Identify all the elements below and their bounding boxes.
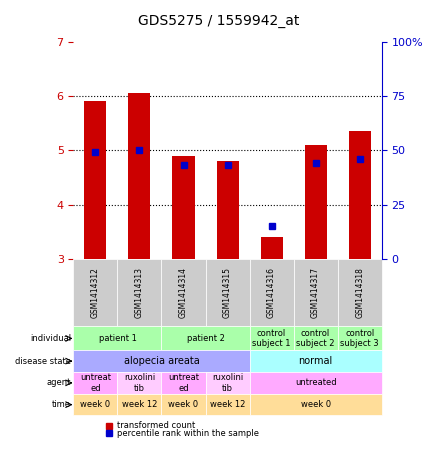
FancyBboxPatch shape — [162, 259, 205, 327]
Bar — [216, 161, 239, 259]
Text: GSM1414315: GSM1414315 — [223, 267, 232, 318]
Text: percentile rank within the sample: percentile rank within the sample — [117, 429, 259, 438]
FancyBboxPatch shape — [250, 372, 381, 394]
Text: control
subject 2: control subject 2 — [297, 329, 335, 348]
FancyBboxPatch shape — [74, 327, 162, 351]
FancyBboxPatch shape — [162, 327, 250, 351]
Text: week 12: week 12 — [122, 400, 157, 409]
Bar — [349, 131, 371, 259]
Text: GSM1414314: GSM1414314 — [179, 267, 188, 318]
FancyBboxPatch shape — [250, 259, 293, 327]
FancyBboxPatch shape — [205, 394, 250, 415]
Bar — [261, 237, 283, 259]
FancyBboxPatch shape — [117, 372, 162, 394]
Text: agent: agent — [47, 378, 71, 387]
Text: untreat
ed: untreat ed — [168, 373, 199, 393]
Bar — [128, 93, 151, 259]
FancyBboxPatch shape — [74, 394, 117, 415]
FancyBboxPatch shape — [293, 259, 338, 327]
Bar — [85, 101, 106, 259]
Text: ruxolini
tib: ruxolini tib — [212, 373, 243, 393]
Text: control
subject 1: control subject 1 — [252, 329, 291, 348]
FancyBboxPatch shape — [162, 372, 205, 394]
FancyBboxPatch shape — [250, 394, 381, 415]
Text: GDS5275 / 1559942_at: GDS5275 / 1559942_at — [138, 14, 300, 28]
FancyBboxPatch shape — [117, 394, 162, 415]
FancyBboxPatch shape — [338, 259, 381, 327]
Text: GSM1414313: GSM1414313 — [135, 267, 144, 318]
Text: week 0: week 0 — [169, 400, 198, 409]
FancyBboxPatch shape — [293, 327, 338, 351]
FancyBboxPatch shape — [250, 351, 381, 372]
Text: transformed count: transformed count — [117, 421, 196, 430]
Text: week 0: week 0 — [300, 400, 331, 409]
FancyBboxPatch shape — [117, 259, 162, 327]
FancyBboxPatch shape — [338, 327, 381, 351]
Text: GSM1414318: GSM1414318 — [355, 267, 364, 318]
Text: alopecia areata: alopecia areata — [124, 356, 199, 366]
FancyBboxPatch shape — [74, 259, 117, 327]
Text: week 12: week 12 — [210, 400, 245, 409]
Text: ruxolini
tib: ruxolini tib — [124, 373, 155, 393]
FancyBboxPatch shape — [162, 394, 205, 415]
Text: untreated: untreated — [295, 378, 336, 387]
Text: patient 2: patient 2 — [187, 334, 224, 343]
Text: GSM1414317: GSM1414317 — [311, 267, 320, 318]
FancyBboxPatch shape — [250, 327, 293, 351]
FancyBboxPatch shape — [74, 372, 117, 394]
Text: GSM1414312: GSM1414312 — [91, 267, 100, 318]
Text: patient 1: patient 1 — [99, 334, 136, 343]
Text: normal: normal — [298, 356, 333, 366]
Text: untreat
ed: untreat ed — [80, 373, 111, 393]
Text: disease state: disease state — [15, 357, 71, 366]
Text: control
subject 3: control subject 3 — [340, 329, 379, 348]
FancyBboxPatch shape — [205, 259, 250, 327]
FancyBboxPatch shape — [205, 372, 250, 394]
Bar — [173, 156, 194, 259]
Text: individual: individual — [30, 334, 71, 343]
Text: time: time — [52, 400, 71, 409]
Bar — [304, 145, 327, 259]
Text: GSM1414316: GSM1414316 — [267, 267, 276, 318]
Text: week 0: week 0 — [81, 400, 110, 409]
FancyBboxPatch shape — [74, 351, 250, 372]
